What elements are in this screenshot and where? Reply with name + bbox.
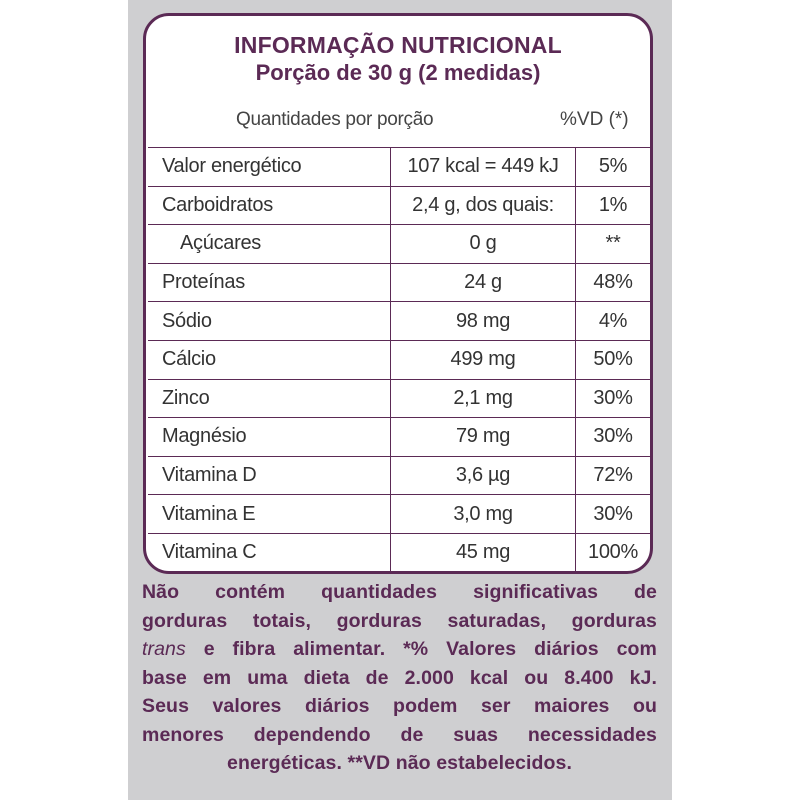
- nutrient-name: Cálcio: [148, 339, 391, 380]
- nutrient-name: Sódio: [148, 301, 391, 341]
- nutrient-amount: 2,1 mg: [390, 378, 576, 418]
- nutrient-name: Valor energético: [148, 147, 391, 187]
- nutrient-dv: 5%: [575, 147, 650, 187]
- table-row: Vitamina C 45 mg 100%: [148, 532, 650, 572]
- nutrient-amount: 107 kcal = 449 kJ: [390, 147, 576, 187]
- nutrient-amount: 499 mg: [390, 339, 576, 380]
- table-row: Açúcares 0 g **: [148, 224, 650, 264]
- footnote-line: Não contém quantidades significativas de: [142, 581, 657, 603]
- serving-size: Porção de 30 g (2 medidas): [255, 60, 541, 85]
- nutrient-dv: 1%: [575, 185, 650, 225]
- table-row: Cálcio 499 mg 50%: [148, 339, 650, 380]
- nutrient-dv: 30%: [575, 494, 650, 534]
- nutrient-amount: 24 g: [390, 262, 576, 302]
- table-row: Sódio 98 mg 4%: [148, 301, 650, 341]
- label-title: INFORMAÇÃO NUTRICIONAL: [234, 32, 562, 58]
- nutrient-name: Magnésio: [148, 417, 391, 457]
- nutrient-dv: 30%: [575, 417, 650, 457]
- table-row: Magnésio 79 mg 30%: [148, 417, 650, 457]
- footnote-line: menores dependendo de suas necessidades: [142, 723, 657, 746]
- footnote-line: trans e fibra alimentar. *% Valores diár…: [142, 635, 657, 664]
- footnote-line: Seus valores diários podem ser maiores o…: [142, 695, 657, 717]
- nutrient-amount: 79 mg: [390, 417, 576, 457]
- nutrient-name: Proteínas: [148, 262, 391, 302]
- table-row: Proteínas 24 g 48%: [148, 262, 650, 302]
- nutrition-facts-card: INFORMAÇÃO NUTRICIONAL Porção de 30 g (2…: [143, 13, 653, 574]
- nutrient-amount: 3,0 mg: [390, 494, 576, 534]
- footnote: Não contém quantidades significativas de…: [142, 578, 657, 778]
- nutrient-name: Vitamina E: [148, 494, 391, 534]
- footnote-line: energéticas. **VD não estabelecidos.: [227, 752, 572, 774]
- nutrient-dv: 4%: [575, 301, 650, 341]
- nutrient-amount: 2,4 g, dos quais:: [390, 185, 576, 225]
- nutrient-name: Vitamina C: [148, 532, 391, 572]
- table-row: Vitamina E 3,0 mg 30%: [148, 494, 650, 534]
- header-daily-value: %VD (*): [560, 109, 629, 130]
- nutrient-amount: 45 mg: [390, 532, 576, 572]
- nutrient-amount: 0 g: [390, 224, 576, 264]
- footnote-trans: trans: [142, 638, 186, 660]
- nutrient-name: Carboidratos: [148, 185, 391, 225]
- nutrient-name: Zinco: [148, 378, 391, 418]
- nutrition-table: Valor energético 107 kcal = 449 kJ 5% Ca…: [148, 147, 650, 572]
- nutrient-name: Açúcares: [148, 224, 391, 264]
- nutrient-amount: 98 mg: [390, 301, 576, 341]
- header-quantity: Quantidades por porção: [236, 109, 434, 130]
- footnote-line: base em uma dieta de 2.000 kcal ou 8.400…: [142, 666, 657, 689]
- nutrient-dv: 72%: [575, 455, 650, 495]
- nutrient-dv: 48%: [575, 262, 650, 302]
- table-row: Vitamina D 3,6 µg 72%: [148, 455, 650, 495]
- nutrient-dv: 30%: [575, 378, 650, 418]
- footnote-line: gorduras totais, gorduras saturadas, gor…: [142, 609, 657, 632]
- table-row: Zinco 2,1 mg 30%: [148, 378, 650, 418]
- nutrient-name: Vitamina D: [148, 455, 391, 495]
- table-row: Valor energético 107 kcal = 449 kJ 5%: [148, 147, 650, 187]
- table-row: Carboidratos 2,4 g, dos quais: 1%: [148, 185, 650, 225]
- footnote-line-rest: e fibra alimentar. *% Valores diários co…: [185, 638, 657, 660]
- nutrient-dv: 50%: [575, 339, 650, 380]
- nutrient-dv: **: [575, 224, 650, 264]
- nutrient-amount: 3,6 µg: [390, 455, 576, 495]
- nutrient-dv: 100%: [575, 532, 650, 572]
